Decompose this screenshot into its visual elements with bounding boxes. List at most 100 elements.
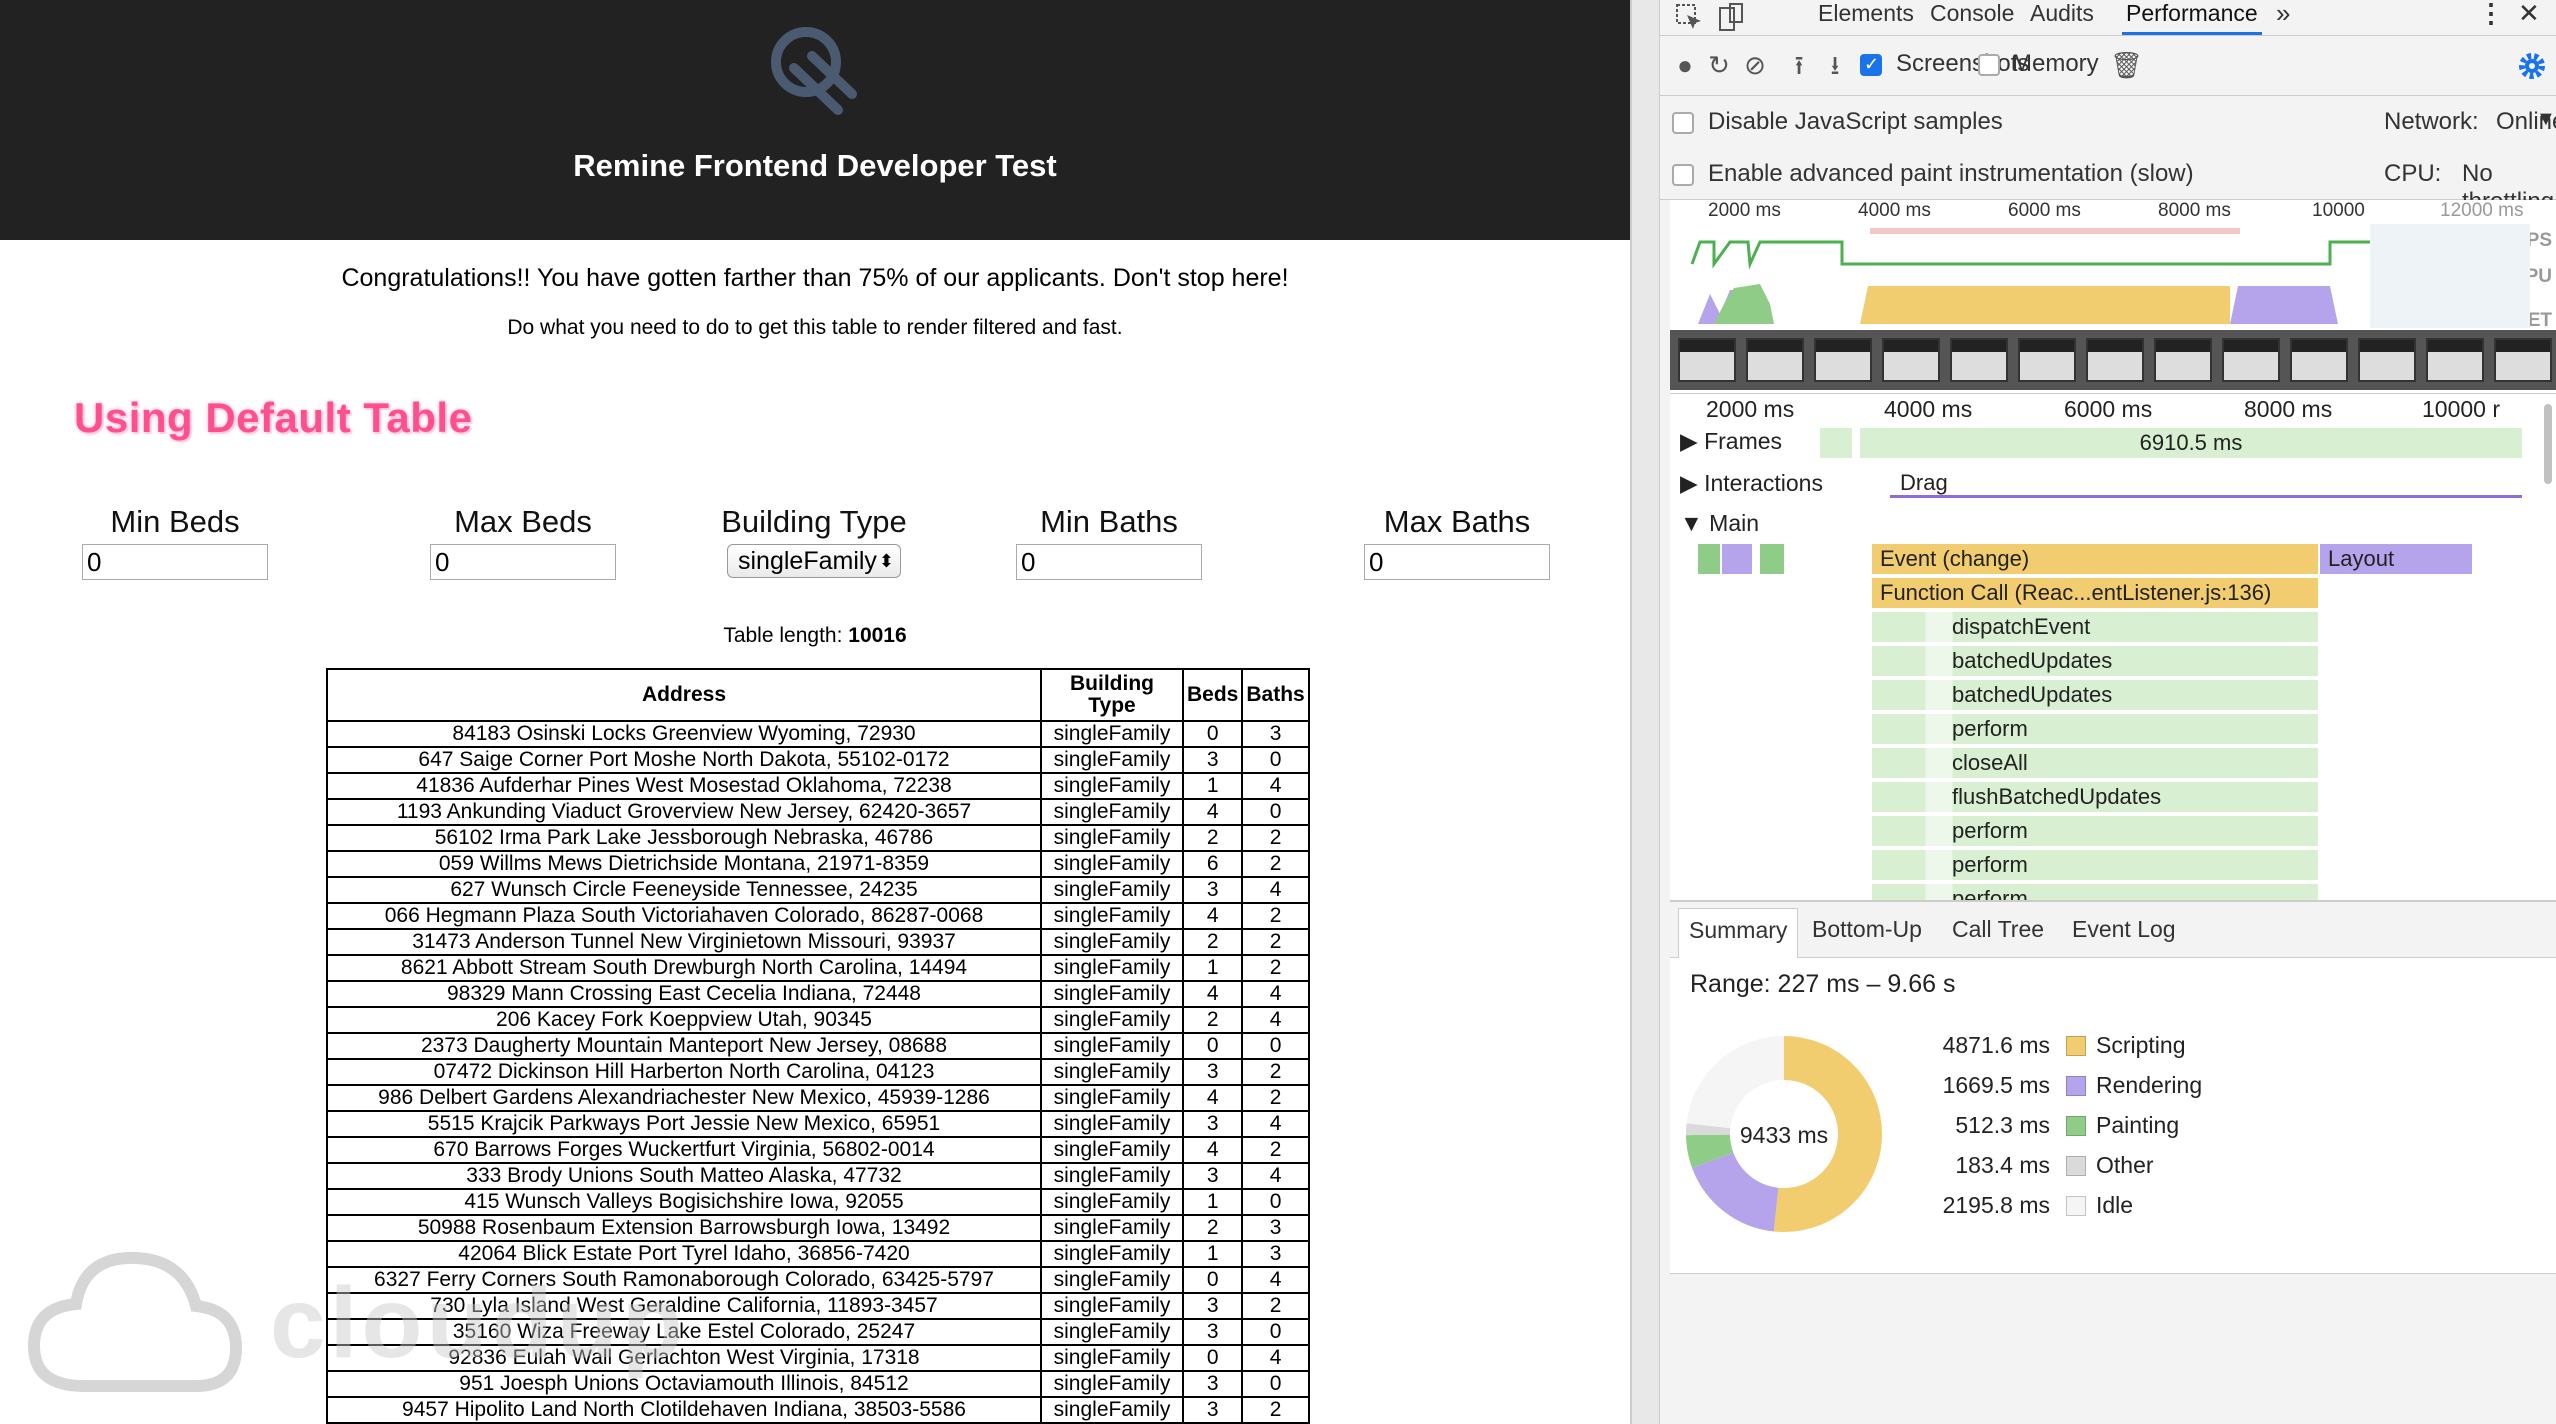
devtools-menu-icon[interactable]: ⋮ bbox=[2478, 0, 2504, 28]
table-row: 07472 Dickinson Hill Harberton North Car… bbox=[326, 1058, 1310, 1086]
main-task-bar[interactable] bbox=[1760, 544, 1784, 574]
advanced-paint-checkbox[interactable] bbox=[1672, 164, 1694, 186]
min-baths-input[interactable] bbox=[1016, 544, 1202, 580]
disable-js-samples-label: Disable JavaScript samples bbox=[1708, 108, 2003, 135]
memory-checkbox[interactable] bbox=[1978, 54, 2000, 76]
cpu-label: CPU: bbox=[2384, 160, 2442, 187]
save-profile-icon[interactable]: ⭳ bbox=[1830, 50, 1840, 80]
cell-building-type: singleFamily bbox=[1040, 746, 1184, 774]
table-row: 42064 Blick Estate Port Tyrel Idaho, 368… bbox=[326, 1240, 1310, 1268]
legend-value: 4871.6 ms bbox=[1942, 1032, 2050, 1058]
table-row: 50988 Rosenbaum Extension Barrowsburgh I… bbox=[326, 1214, 1310, 1242]
frame-bar-long[interactable]: 6910.5 ms bbox=[1860, 428, 2522, 458]
cell-address: 41836 Aufderhar Pines West Mosestad Okla… bbox=[326, 772, 1042, 800]
cell-building-type: singleFamily bbox=[1040, 1188, 1184, 1216]
legend-row: 4871.6 ms Scripting bbox=[1900, 1032, 2186, 1059]
building-type-label: Building Type bbox=[721, 504, 907, 539]
network-dropdown-icon[interactable]: ▼ bbox=[2536, 108, 2556, 130]
load-profile-icon[interactable]: ⭱ bbox=[1794, 50, 1804, 80]
frame-bar[interactable] bbox=[1820, 428, 1852, 458]
stack-frame-bar[interactable]: perform bbox=[1872, 884, 2318, 900]
stack-frame-bar[interactable]: batchedUpdates bbox=[1872, 680, 2318, 710]
screenshot-thumbnail bbox=[1950, 338, 2008, 382]
legend-row: 1669.5 ms Rendering bbox=[1900, 1072, 2203, 1099]
devtools-resize-gutter[interactable] bbox=[1632, 0, 1660, 1424]
donut-slice bbox=[1686, 1036, 1882, 1232]
legend-label: Rendering bbox=[2096, 1072, 2203, 1098]
cell-baths: 0 bbox=[1241, 1370, 1310, 1398]
more-tabs-icon[interactable]: » bbox=[2276, 0, 2291, 28]
network-select[interactable]: Online bbox=[2496, 108, 2556, 135]
flame-tick: 4000 ms bbox=[1884, 396, 1973, 422]
max-baths-input[interactable] bbox=[1364, 544, 1550, 580]
building-type-select[interactable]: singleFamily ⬍ bbox=[727, 544, 901, 578]
summary-panel: Range: 227 ms – 9.66 s 9433 ms 4871.6 ms… bbox=[1670, 958, 2556, 1274]
stack-frame-bar[interactable]: batchedUpdates bbox=[1872, 646, 2318, 676]
donut-slice bbox=[1686, 1036, 1882, 1232]
stack-frame-bar[interactable]: dispatchEvent bbox=[1872, 612, 2318, 642]
main-task-bar[interactable] bbox=[1698, 544, 1720, 574]
capture-settings-gear-icon[interactable] bbox=[2516, 50, 2548, 82]
tab-performance[interactable]: Performance bbox=[2122, 0, 2262, 35]
cell-address: 07472 Dickinson Hill Harberton North Car… bbox=[326, 1058, 1042, 1086]
stack-frame-bar[interactable]: flushBatchedUpdates bbox=[1872, 782, 2318, 812]
table-body: 84183 Osinski Locks Greenview Wyoming, 7… bbox=[326, 720, 1310, 1424]
reload-record-icon[interactable]: ↻ bbox=[1708, 50, 1730, 80]
cell-baths: 4 bbox=[1241, 1006, 1310, 1034]
device-toolbar-icon[interactable] bbox=[1716, 2, 1746, 32]
stack-frame-bar[interactable]: perform bbox=[1872, 714, 2318, 744]
main-task-bar[interactable] bbox=[1722, 544, 1752, 574]
cell-beds: 6 bbox=[1181, 850, 1244, 878]
frames-track-toggle[interactable]: ▶ Frames bbox=[1680, 428, 1782, 455]
tab-event-log[interactable]: Event Log bbox=[2072, 916, 2176, 942]
main-track-toggle[interactable]: ▼ Main bbox=[1680, 510, 1759, 537]
interactions-track-toggle[interactable]: ▶ Interactions bbox=[1680, 470, 1823, 497]
clear-icon[interactable]: ⊘ bbox=[1744, 50, 1766, 80]
cell-baths: 4 bbox=[1241, 1110, 1310, 1138]
tab-summary[interactable]: Summary bbox=[1678, 908, 1799, 960]
min-beds-input[interactable] bbox=[82, 544, 268, 580]
overview-tick: 4000 ms bbox=[1858, 200, 1931, 221]
stack-frame-bar[interactable]: perform bbox=[1872, 850, 2318, 880]
cell-baths: 2 bbox=[1241, 928, 1310, 956]
stack-frame-label: batchedUpdates bbox=[1952, 682, 2113, 707]
flame-scrollbar[interactable] bbox=[2544, 404, 2552, 484]
screenshot-thumbnail bbox=[1746, 338, 1804, 382]
tab-bottom-up[interactable]: Bottom-Up bbox=[1812, 916, 1922, 942]
event-change-bar[interactable]: Event (change) bbox=[1872, 544, 2318, 574]
details-tabbar: Summary Bottom-Up Call Tree Event Log bbox=[1670, 900, 2556, 960]
cell-building-type: singleFamily bbox=[1040, 1162, 1184, 1190]
table-row: 066 Hegmann Plaza South Victoriahaven Co… bbox=[326, 902, 1310, 930]
table-row: 5515 Krajcik Parkways Port Jessie New Me… bbox=[326, 1110, 1310, 1138]
tab-console[interactable]: Console bbox=[1930, 0, 2015, 26]
stack-frame-bar[interactable]: closeAll bbox=[1872, 748, 2318, 778]
min-beds-label: Min Beds bbox=[110, 504, 240, 539]
max-beds-input[interactable] bbox=[430, 544, 616, 580]
cell-building-type: singleFamily bbox=[1040, 1058, 1184, 1086]
layout-bar[interactable]: Layout bbox=[2320, 544, 2472, 574]
screenshots-checkbox[interactable] bbox=[1860, 54, 1882, 76]
timeline-overview[interactable]: 2000 ms 4000 ms 6000 ms 8000 ms 10000 12… bbox=[1670, 200, 2556, 394]
summary-donut-chart: 9433 ms bbox=[1686, 1036, 1882, 1232]
tab-elements[interactable]: Elements bbox=[1818, 0, 1914, 26]
close-devtools-icon[interactable]: ✕ bbox=[2518, 0, 2540, 28]
tab-call-tree[interactable]: Call Tree bbox=[1952, 916, 2045, 942]
flame-chart[interactable]: 2000 ms 4000 ms 6000 ms 8000 ms 10000 r … bbox=[1670, 394, 2556, 900]
stack-frame-bar[interactable]: perform bbox=[1872, 816, 2318, 846]
disable-js-samples-checkbox[interactable] bbox=[1672, 112, 1694, 134]
drag-interaction[interactable]: Drag bbox=[1890, 468, 2522, 498]
cell-baths: 3 bbox=[1241, 1240, 1310, 1268]
garbage-collect-icon[interactable]: 🗑 bbox=[2110, 50, 2144, 80]
cell-address: 6327 Ferry Corners South Ramonaborough C… bbox=[326, 1266, 1042, 1294]
table-row: 333 Brody Unions South Matteo Alaska, 47… bbox=[326, 1162, 1310, 1190]
function-call-bar[interactable]: Function Call (Reac...entListener.js:136… bbox=[1872, 578, 2318, 608]
screenshot-thumbnail bbox=[2494, 338, 2552, 382]
capture-settings: Disable JavaScript samples Network: Onli… bbox=[1660, 96, 2556, 215]
record-icon[interactable]: ● bbox=[1677, 50, 1693, 80]
table-row: 730 Lyla Island West Geraldine Californi… bbox=[326, 1292, 1310, 1320]
cell-building-type: singleFamily bbox=[1040, 980, 1184, 1008]
tab-audits[interactable]: Audits bbox=[2030, 0, 2094, 26]
cell-building-type: singleFamily bbox=[1040, 1032, 1184, 1060]
inspect-element-icon[interactable] bbox=[1674, 2, 1704, 32]
flame-tick: 6000 ms bbox=[2064, 396, 2153, 422]
